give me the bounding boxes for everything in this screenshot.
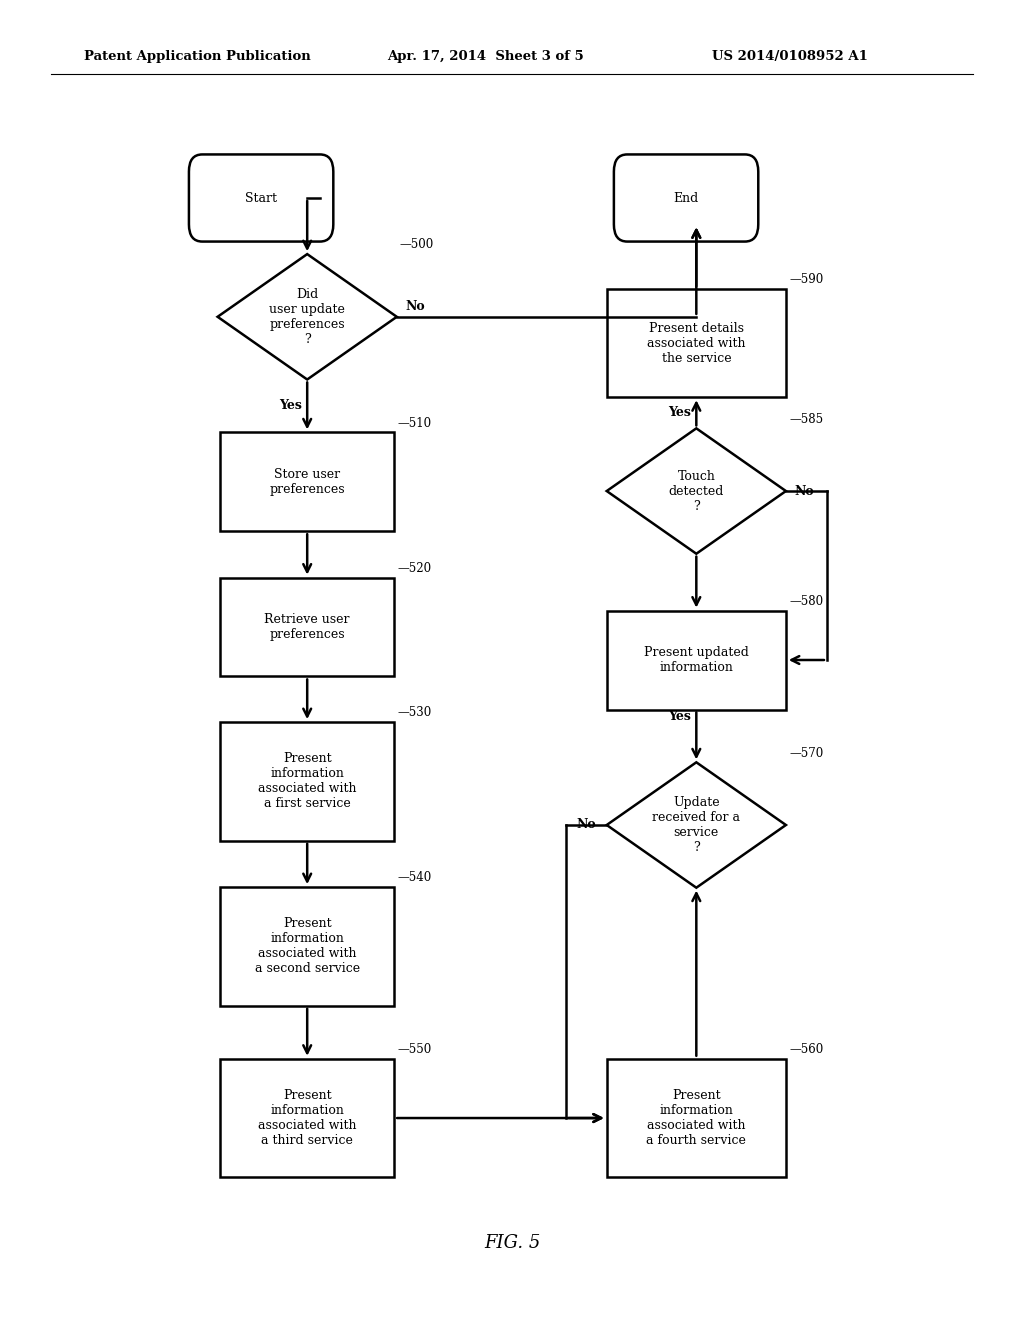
Text: Present
information
associated with
a second service: Present information associated with a se…: [255, 917, 359, 975]
Text: Present
information
associated with
a fourth service: Present information associated with a fo…: [646, 1089, 746, 1147]
Text: Did
user update
preferences
?: Did user update preferences ?: [269, 288, 345, 346]
Bar: [606, 1059, 786, 1177]
Text: Yes: Yes: [669, 710, 691, 722]
Bar: [220, 433, 394, 531]
Text: Yes: Yes: [280, 400, 302, 412]
Text: Update
received for a
service
?: Update received for a service ?: [652, 796, 740, 854]
Text: —550: —550: [397, 1043, 431, 1056]
Text: Present
information
associated with
a first service: Present information associated with a fi…: [258, 752, 356, 810]
Polygon shape: [606, 763, 786, 887]
Text: —570: —570: [790, 747, 823, 759]
Text: FIG. 5: FIG. 5: [483, 1234, 541, 1253]
Polygon shape: [606, 428, 786, 554]
Text: —520: —520: [397, 562, 431, 576]
Text: No: No: [577, 818, 596, 832]
FancyBboxPatch shape: [188, 154, 334, 242]
Polygon shape: [217, 253, 396, 380]
Bar: [606, 289, 786, 397]
Text: Store user
preferences: Store user preferences: [269, 467, 345, 496]
Bar: [220, 722, 394, 841]
Text: Touch
detected
?: Touch detected ?: [669, 470, 724, 512]
Bar: [606, 610, 786, 710]
Text: Retrieve user
preferences: Retrieve user preferences: [264, 612, 350, 642]
Text: —500: —500: [399, 239, 434, 251]
Text: Apr. 17, 2014  Sheet 3 of 5: Apr. 17, 2014 Sheet 3 of 5: [387, 50, 584, 63]
Text: —530: —530: [397, 706, 431, 719]
Text: No: No: [404, 300, 425, 313]
Bar: [220, 578, 394, 676]
Text: US 2014/0108952 A1: US 2014/0108952 A1: [712, 50, 867, 63]
Text: —510: —510: [397, 417, 431, 430]
Text: Patent Application Publication: Patent Application Publication: [84, 50, 310, 63]
Text: Present details
associated with
the service: Present details associated with the serv…: [647, 322, 745, 364]
Text: Yes: Yes: [669, 407, 691, 420]
FancyBboxPatch shape: [614, 154, 758, 242]
Bar: [220, 887, 394, 1006]
Text: No: No: [795, 484, 814, 498]
Text: —590: —590: [790, 273, 823, 286]
Text: Start: Start: [245, 191, 278, 205]
Text: —585: —585: [790, 413, 823, 425]
Text: Present
information
associated with
a third service: Present information associated with a th…: [258, 1089, 356, 1147]
Text: —580: —580: [790, 595, 823, 607]
Text: End: End: [674, 191, 698, 205]
Text: —540: —540: [397, 871, 431, 884]
Text: —560: —560: [790, 1043, 823, 1056]
Bar: [220, 1059, 394, 1177]
Text: Present updated
information: Present updated information: [644, 645, 749, 675]
